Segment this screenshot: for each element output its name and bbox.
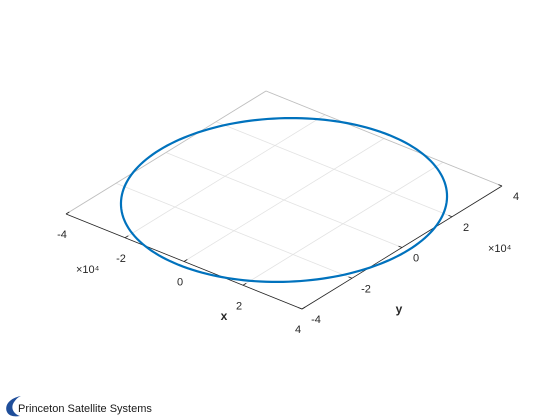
y-tick — [398, 245, 403, 248]
company-logo: Princeton Satellite Systems — [6, 396, 152, 417]
x-axis-multiplier: ×10⁴ — [76, 264, 100, 276]
y-tick — [448, 214, 453, 218]
tick-marks — [65, 184, 503, 310]
x-tick — [183, 259, 188, 262]
box-edge-back-left — [65, 90, 267, 215]
company-name: Princeton Satellite Systems — [18, 403, 152, 415]
box-edge-back-right — [265, 90, 503, 187]
y-tick-label: 4 — [513, 191, 519, 203]
x-tick — [301, 306, 306, 310]
y-axis-multiplier: ×10⁴ — [488, 243, 512, 255]
x-tick-label: 0 — [177, 277, 183, 289]
grid-line-y — [165, 152, 403, 248]
series-line-orbit — [119, 116, 449, 284]
logo-swoosh-icon — [6, 396, 21, 417]
y-tick-label: -4 — [311, 314, 321, 326]
y-tick — [348, 276, 353, 279]
y-tick — [298, 307, 303, 310]
x-axis-label: x — [221, 309, 228, 323]
x-tick-labels: -4 -2 0 2 4 — [57, 229, 301, 336]
y-tick — [498, 184, 503, 187]
y-tick-label: 2 — [463, 222, 469, 234]
y-tick-labels: -4 -2 0 2 4 — [311, 191, 519, 326]
y-tick-label: -2 — [361, 283, 371, 295]
y-axis-label: y — [396, 302, 403, 316]
grid-lines — [65, 90, 503, 310]
y-tick-label: 0 — [413, 253, 419, 265]
grid-line-y — [215, 121, 453, 218]
x-tick-label: -4 — [57, 229, 67, 241]
x-tick-label: -2 — [116, 253, 126, 265]
grid-line-y — [115, 182, 353, 279]
x-tick — [65, 211, 70, 215]
x-tick — [124, 235, 129, 239]
x-tick-label: 4 — [295, 324, 301, 336]
x-tick-label: 2 — [236, 300, 242, 312]
x-tick — [242, 282, 247, 286]
